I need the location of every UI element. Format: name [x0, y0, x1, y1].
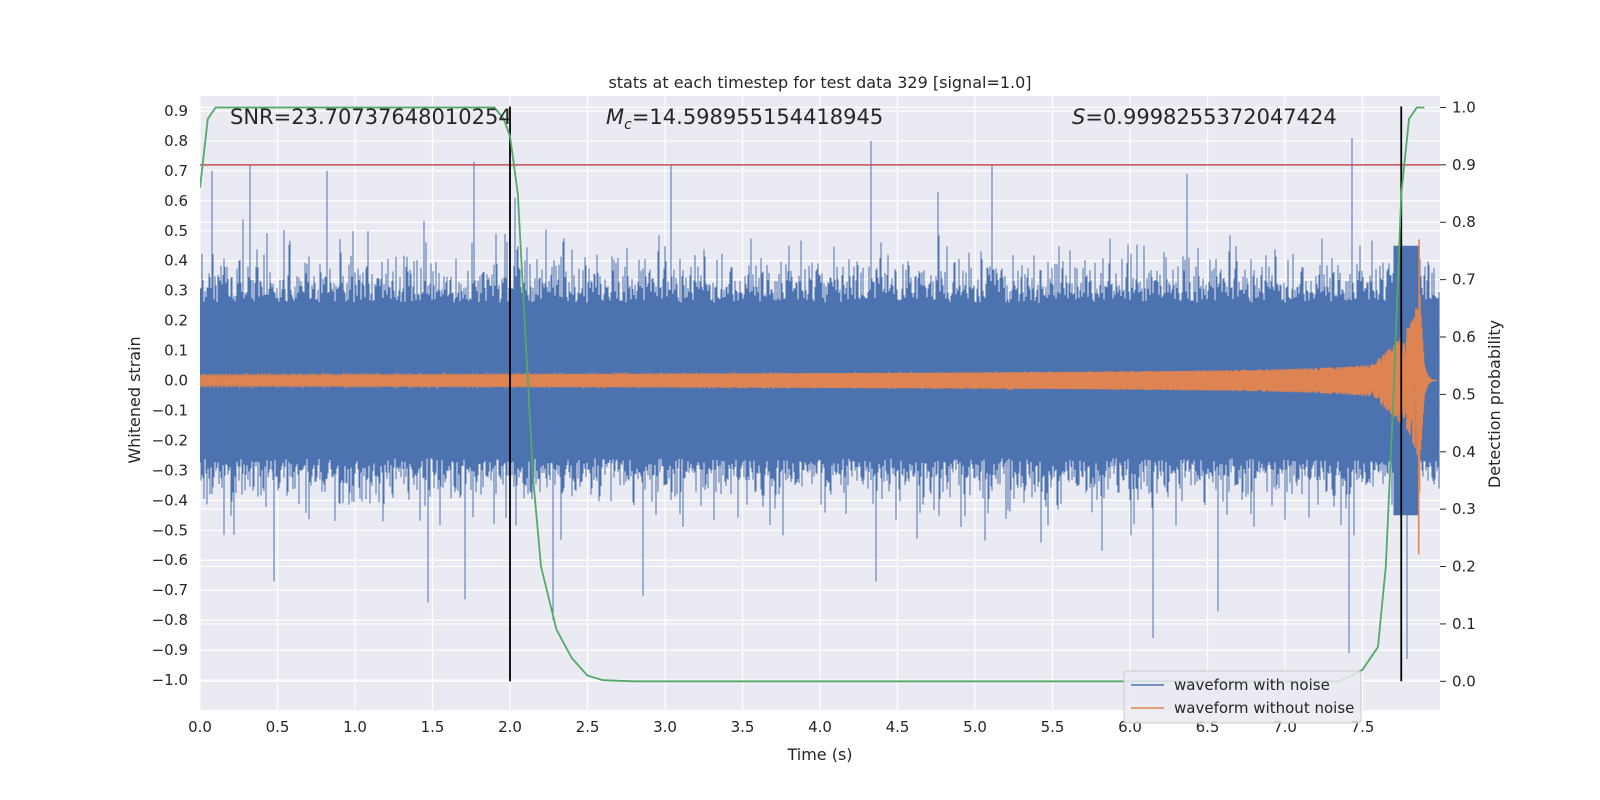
- y2-tick-label: 1.0: [1452, 98, 1476, 116]
- y2-tick-label: 0.4: [1452, 443, 1476, 461]
- y-tick-label: 0.3: [164, 282, 188, 300]
- y-tick-label: −0.2: [152, 431, 188, 449]
- legend-label-clean: waveform without noise: [1174, 699, 1354, 717]
- y-axis-label: Whitened strain: [125, 336, 144, 463]
- legend-label-noise: waveform with noise: [1174, 676, 1330, 694]
- y-tick-label: −0.4: [152, 491, 188, 509]
- y-tick-label: 0.7: [164, 162, 188, 180]
- y-tick-label: −0.1: [152, 401, 188, 419]
- y-tick-label: −0.7: [152, 581, 188, 599]
- x-axis-ticks: 0.0 0.5 1.0 1.5 2.0 2.5 3.0 3.5 4.0 4.5 5.0 5.5 6.0 6…: [188, 718, 1374, 736]
- x-tick-label: 0.5: [266, 718, 290, 736]
- y-tick-label: 0.0: [164, 372, 188, 390]
- s-value: =0.9998255372047424: [1085, 105, 1336, 129]
- y-tick-label: −0.5: [152, 521, 188, 539]
- y2-tick-label: 0.3: [1452, 500, 1476, 518]
- x-tick-label: 4.5: [886, 718, 910, 736]
- y2-tick-label: 0.7: [1452, 271, 1476, 289]
- y2-tick-label: 0.6: [1452, 328, 1476, 346]
- y2-axis-ticks: 1.0 0.9 0.8 0.7 0.6 0.5 0.4 0.3 0.2 0.1 0.0: [1440, 98, 1476, 690]
- legend-box: [1123, 670, 1362, 724]
- y-tick-label: 0.9: [164, 102, 188, 120]
- legend: waveform with noise waveform without noi…: [1123, 670, 1362, 724]
- x-tick-label: 2.5: [576, 718, 600, 736]
- y-tick-label: −1.0: [152, 671, 188, 689]
- y2-axis-label: Detection probability: [1485, 320, 1504, 488]
- y2-tick-label: 0.9: [1452, 156, 1476, 174]
- x-tick-label: 0.0: [188, 718, 212, 736]
- y-tick-label: 0.5: [164, 222, 188, 240]
- x-tick-label: 5.5: [1041, 718, 1065, 736]
- series-layer: [200, 106, 1440, 683]
- x-tick-label: 5.0: [963, 718, 987, 736]
- x-tick-label: 1.0: [343, 718, 367, 736]
- x-tick-label: 4.0: [808, 718, 832, 736]
- x-axis-label: Time (s): [786, 745, 852, 764]
- y-tick-label: −0.8: [152, 611, 188, 629]
- y-axis-ticks: 0.9 0.8 0.7 0.6 0.5 0.4 0.3 0.2 0.1 0.0 −0.1 −0.2 −0…: [152, 102, 188, 689]
- y2-tick-label: 0.5: [1452, 385, 1476, 403]
- y-tick-label: 0.2: [164, 312, 188, 330]
- y-tick-label: 0.8: [164, 132, 188, 150]
- mc-value: =14.598955154418945: [632, 105, 883, 129]
- x-tick-label: 1.5: [421, 718, 445, 736]
- x-tick-label: 3.5: [731, 718, 755, 736]
- y-tick-label: −0.9: [152, 641, 188, 659]
- mc-symbol: M: [606, 105, 624, 129]
- x-tick-label: 2.0: [498, 718, 522, 736]
- snr-annotation: SNR=23.70737648010254: [230, 105, 512, 129]
- y-tick-label: 0.4: [164, 252, 188, 270]
- series-waveform-without-noise: [200, 239, 1437, 555]
- series-detection-probability: [200, 106, 1425, 683]
- s-symbol: S: [1072, 105, 1085, 129]
- chart-title: stats at each timestep for test data 329…: [608, 73, 1031, 92]
- chirp-mass-annotation: Mc=14.598955154418945: [606, 105, 883, 133]
- mc-subscript: c: [624, 117, 632, 133]
- x-tick-label: 3.0: [653, 718, 677, 736]
- y-tick-label: 0.6: [164, 192, 188, 210]
- score-annotation: S=0.9998255372047424: [1072, 105, 1337, 129]
- y-tick-label: −0.6: [152, 551, 188, 569]
- y-tick-label: −0.3: [152, 461, 188, 479]
- y2-tick-label: 0.8: [1452, 213, 1476, 231]
- y2-tick-label: 0.1: [1452, 615, 1476, 633]
- y2-tick-label: 0.2: [1452, 558, 1476, 576]
- y2-tick-label: 0.0: [1452, 672, 1476, 690]
- y-tick-label: 0.1: [164, 342, 188, 360]
